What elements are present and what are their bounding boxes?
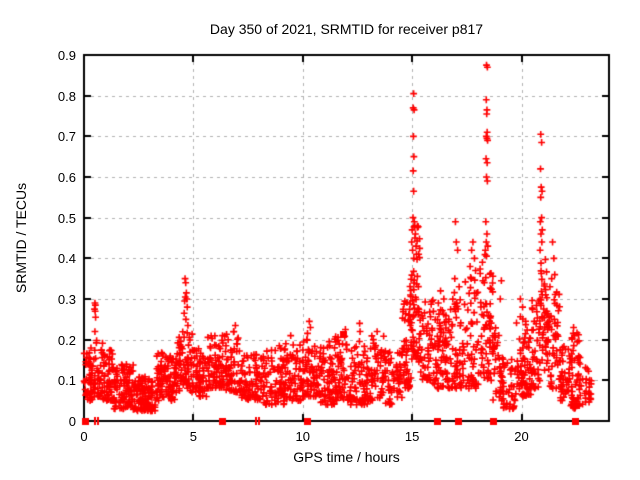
y-tick-label: 0.8	[57, 88, 76, 104]
y-tick-label: 0.2	[57, 332, 76, 348]
y-tick-label: 0.9	[57, 48, 76, 63]
x-tick-label: 0	[80, 429, 88, 444]
x-tick-label: 20	[514, 429, 529, 444]
chart-title: Day 350 of 2021, SRMTID for receiver p81…	[209, 21, 484, 37]
y-tick-label: 0	[68, 414, 76, 429]
y-tick-label: 0.7	[57, 129, 76, 145]
y-tick-label: 0.6	[57, 170, 76, 185]
y-tick-label: 0.1	[57, 373, 76, 389]
x-tick-label: 15	[404, 429, 420, 444]
y-tick-label: 0.4	[57, 251, 76, 267]
y-tick-label: 0.5	[57, 210, 76, 226]
x-axis-label: GPS time / hours	[293, 449, 400, 465]
x-tick-label: 10	[295, 429, 310, 444]
x-tick-label: 5	[189, 429, 197, 444]
y-tick-label: 0.3	[57, 292, 76, 307]
